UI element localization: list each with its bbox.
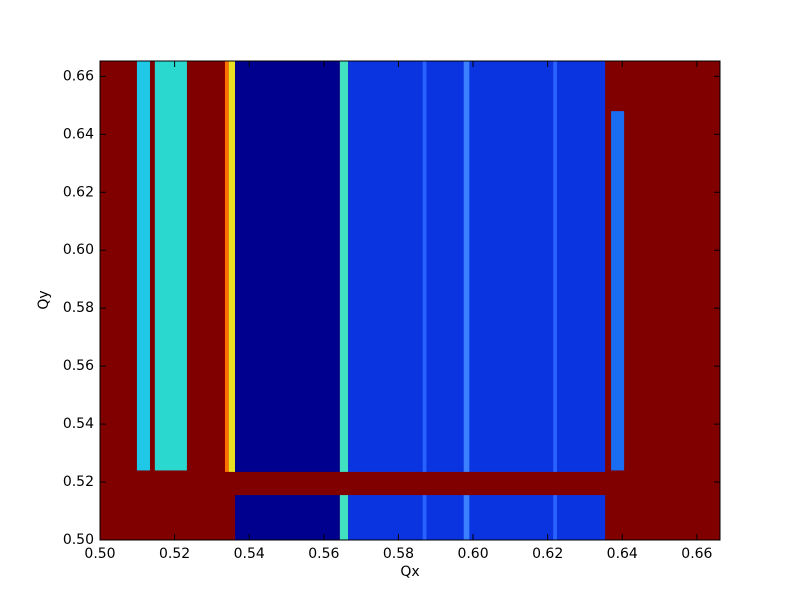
heatmap-region — [553, 61, 557, 540]
y-tick-label: 0.60 — [63, 242, 94, 258]
x-tick-label: 0.64 — [607, 546, 638, 562]
heatmap-region — [154, 61, 187, 471]
x-tick-label: 0.56 — [308, 546, 339, 562]
y-axis-label: Qy — [36, 290, 52, 309]
plot-frame — [99, 60, 721, 541]
heatmap-region — [463, 61, 470, 540]
x-axis-label: Qx — [400, 564, 419, 580]
x-tick-label: 0.50 — [84, 546, 115, 562]
y-tick-label: 0.64 — [63, 126, 94, 142]
x-tick-label: 0.58 — [383, 546, 414, 562]
heatmap-region — [611, 111, 625, 471]
heatmap-region — [422, 61, 427, 540]
x-tick-label: 0.54 — [234, 546, 265, 562]
y-tick-label: 0.50 — [63, 532, 94, 548]
heatmap-region — [224, 61, 229, 477]
heatmap-region — [100, 471, 625, 496]
y-tick-label: 0.52 — [63, 474, 94, 490]
heatmap-region — [235, 61, 340, 540]
y-tick-label: 0.54 — [63, 416, 94, 432]
x-tick-label: 0.52 — [159, 546, 190, 562]
x-tick-label: 0.66 — [681, 546, 712, 562]
y-tick-label: 0.58 — [63, 300, 94, 316]
heatmap-region — [136, 61, 150, 471]
y-tick-label: 0.56 — [63, 358, 94, 374]
heatmap-region — [228, 61, 236, 477]
x-tick-label: 0.62 — [532, 546, 563, 562]
x-tick-label: 0.60 — [457, 546, 488, 562]
heatmap-region — [339, 61, 349, 540]
y-tick-label: 0.62 — [63, 184, 94, 200]
y-tick-label: 0.66 — [63, 68, 94, 84]
heatmap-region — [348, 61, 606, 540]
